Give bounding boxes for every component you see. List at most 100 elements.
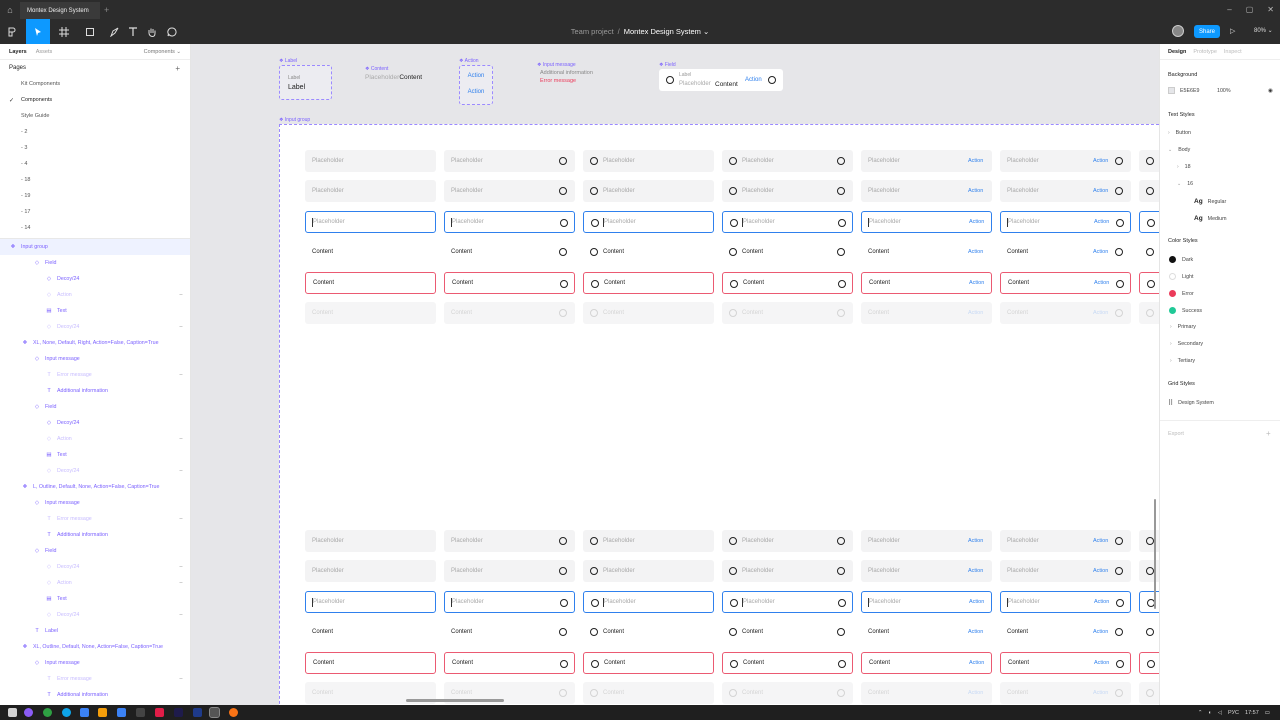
input-field[interactable]: Content Action [861, 241, 992, 263]
tab-design[interactable]: Design [1168, 48, 1187, 55]
add-export-icon[interactable]: + [1266, 429, 1271, 438]
clock[interactable]: 17:57 [1245, 709, 1259, 716]
text-tool-icon[interactable] [126, 19, 140, 44]
illustrator-icon[interactable] [155, 708, 164, 717]
frame-tool-icon[interactable] [52, 19, 76, 44]
expand-arrow-icon[interactable]: › [1170, 358, 1172, 364]
layer-row[interactable]: ◇ Decoy/24 ⌣ [0, 319, 190, 335]
input-field[interactable]: Content [305, 652, 436, 674]
figma-taskbar-icon[interactable] [209, 707, 220, 718]
input-field[interactable]: Content [583, 621, 714, 643]
input-field[interactable]: Content Action [861, 621, 992, 643]
background-row[interactable]: E5E6E9 100% ◉ [1168, 87, 1276, 94]
input-field[interactable]: Content [1139, 272, 1159, 294]
tab-prototype[interactable]: Prototype [1193, 48, 1217, 55]
input-field[interactable]: Content [583, 302, 714, 324]
field-action[interactable]: Action [1093, 568, 1109, 574]
photoshop-icon[interactable] [193, 708, 202, 717]
input-field[interactable]: Content [722, 652, 853, 674]
field-action[interactable]: Action [969, 660, 985, 666]
field-action[interactable]: Action [968, 690, 984, 696]
layer-row[interactable]: ❖ L, Outline, Default, None, Action=False… [0, 479, 190, 495]
zoom-level[interactable]: 80% ⌄ [1254, 28, 1273, 34]
layer-row[interactable]: T Error message ⌣ [0, 671, 190, 687]
input-field[interactable]: Placeholder [305, 211, 436, 233]
content-component[interactable]: PlaceholderContent [365, 74, 422, 81]
layer-row[interactable]: ◇ Decoy/24 ⌣ [0, 463, 190, 479]
hidden-eye-icon[interactable]: ⌣ [179, 371, 183, 378]
project-name[interactable]: Team project [570, 27, 614, 36]
input-field[interactable]: Placeholder Action [1000, 560, 1131, 582]
expand-arrow-icon[interactable]: ⌄ [1168, 147, 1173, 153]
layer-row[interactable]: ◇ Decoy/24 ⌣ [0, 559, 190, 575]
input-field[interactable]: Content [444, 241, 575, 263]
hidden-eye-icon[interactable]: ⌣ [179, 611, 183, 618]
field-action[interactable]: Action [1093, 249, 1109, 255]
input-field[interactable]: Placeholder [444, 150, 575, 172]
input-field[interactable]: Content [722, 621, 853, 643]
hidden-eye-icon[interactable]: ⌣ [179, 579, 183, 586]
layer-row[interactable]: ❖ Input group [0, 239, 190, 255]
input-field[interactable]: Placeholder [305, 180, 436, 202]
layer-row[interactable]: T Additional information [0, 527, 190, 543]
input-field[interactable]: Placeholder [583, 591, 714, 613]
color-style-item[interactable]: Light [1168, 273, 1194, 280]
hidden-eye-icon[interactable]: ⌣ [179, 291, 183, 298]
color-style-group[interactable]: › Secondary [1168, 341, 1203, 347]
pen-tool-icon[interactable] [104, 19, 126, 44]
field-action[interactable]: Action [1093, 188, 1109, 194]
label-component[interactable]: Label Label [279, 65, 332, 100]
layer-row[interactable]: ◇ Decoy/24 [0, 271, 190, 287]
layer-row[interactable]: ▤ Text [0, 447, 190, 463]
input-field[interactable]: Content [1139, 621, 1159, 643]
field-action[interactable]: Action [968, 568, 984, 574]
file-name[interactable]: Montex Design System ⌄ [623, 27, 710, 36]
input-field[interactable]: Content Action [1000, 652, 1131, 674]
input-field[interactable]: Placeholder Action [1000, 180, 1131, 202]
layer-row[interactable]: ❖ XL, None, Default, Right, Action=False,… [0, 335, 190, 351]
field-action[interactable]: Action [968, 188, 984, 194]
field-action[interactable]: Action [968, 310, 984, 316]
input-field[interactable]: Content [722, 241, 853, 263]
input-field[interactable]: Content [1139, 241, 1159, 263]
input-field[interactable]: Placeholder [444, 530, 575, 552]
input-field[interactable]: Content Action [1000, 302, 1131, 324]
input-field[interactable]: Content Action [861, 682, 992, 704]
input-field[interactable]: Content [444, 302, 575, 324]
input-field[interactable]: Placeholder [305, 591, 436, 613]
input-field[interactable]: Content [583, 682, 714, 704]
field-action[interactable]: Action [1093, 310, 1109, 316]
input-field[interactable]: Placeholder Action [861, 150, 992, 172]
layer-row[interactable]: ▤ Text [0, 303, 190, 319]
input-field[interactable]: Content [1139, 302, 1159, 324]
layer-row[interactable]: ◇ Decoy/24 ⌣ [0, 607, 190, 623]
volume-icon[interactable]: ◁ [1217, 709, 1223, 716]
input-field[interactable]: Placeholder [305, 560, 436, 582]
start-icon[interactable] [8, 708, 17, 717]
present-play-icon[interactable]: ▷ [1230, 28, 1236, 35]
color-style-item[interactable]: Success [1168, 307, 1202, 314]
page-item[interactable]: - 3 [0, 140, 190, 156]
layer-row[interactable]: T Additional information [0, 383, 190, 399]
layer-row[interactable]: T Label [0, 623, 190, 639]
field-action[interactable]: Action [1094, 660, 1110, 666]
field-action[interactable]: Action [1094, 280, 1110, 286]
page-item[interactable]: Kit Components [0, 76, 190, 92]
layer-row[interactable]: ◇ Action ⌣ [0, 575, 190, 591]
hand-tool-icon[interactable] [144, 19, 160, 44]
canvas[interactable]: ❖ Label Label Label ❖ Content Placeholde… [191, 44, 1159, 705]
layer-row[interactable]: ◇ Input message [0, 495, 190, 511]
page-item[interactable]: Style Guide [0, 108, 190, 124]
vertical-scrollbar[interactable] [1154, 499, 1156, 609]
input-field[interactable]: Placeholder Action [861, 530, 992, 552]
input-field[interactable]: Content [1139, 682, 1159, 704]
input-field[interactable]: Placeholder [1139, 211, 1159, 233]
layer-row[interactable]: ◇ Field [0, 399, 190, 415]
aftereffects-icon[interactable] [174, 708, 183, 717]
input-field[interactable]: Placeholder [722, 150, 853, 172]
layer-row[interactable]: ◇ Action ⌣ [0, 431, 190, 447]
input-field[interactable]: Placeholder [1139, 560, 1159, 582]
input-field[interactable]: Placeholder Action [1000, 211, 1131, 233]
field-action[interactable]: Action [1093, 629, 1109, 635]
input-field[interactable]: Placeholder [305, 150, 436, 172]
